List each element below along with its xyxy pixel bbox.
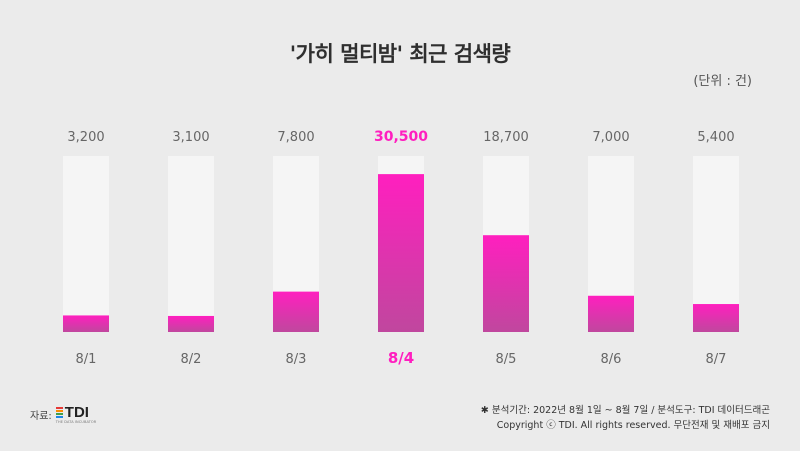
source-prefix: 자료: [30,411,52,423]
category-label: 8/4 [388,349,414,367]
bar-8-3 [273,291,319,332]
bar-8-4 [378,174,424,332]
value-label: 18,700 [483,130,529,145]
analysis-period: ✱ 분석기간: 2022년 8월 1일 ~ 8월 7일 / 분석도구: TDI … [480,405,770,416]
value-label: 3,200 [67,130,104,145]
category-label: 8/5 [496,352,517,367]
logo-text: TDI [64,404,89,421]
value-label: 5,400 [697,130,734,145]
unit-label: (단위 : 건) [693,74,752,89]
bar-track [63,156,109,332]
category-label: 8/6 [601,352,622,367]
bar-8-1 [63,315,109,332]
bar-8-7 [693,304,739,332]
chart-title: '가히 멀티밤' 최근 검색량 [289,42,511,66]
category-label: 8/3 [286,352,307,367]
category-label: 8/1 [76,352,97,367]
tdi-logo: TDI THE DATA INCUBATOR [55,404,97,425]
source-credit: 자료: TDI THE DATA INCUBATOR [30,405,96,425]
value-label: 3,100 [172,130,209,145]
bar-8-5 [483,235,529,332]
logo-subtitle: THE DATA INCUBATOR [55,420,97,424]
logo-stripes-icon [55,407,63,418]
bar-8-2 [168,315,214,332]
bar-8-6 [588,295,634,332]
bar-track [693,156,739,332]
value-label: 30,500 [374,129,428,145]
bar-track [168,156,214,332]
footer-notes: ✱ 분석기간: 2022년 8월 1일 ~ 8월 7일 / 분석도구: TDI … [481,403,770,433]
category-label: 8/2 [181,352,202,367]
value-label: 7,800 [277,130,314,145]
category-label: 8/7 [706,352,727,367]
value-label: 7,000 [592,130,629,145]
copyright: Copyright ⓒ TDI. All rights reserved. 무단… [496,420,770,431]
